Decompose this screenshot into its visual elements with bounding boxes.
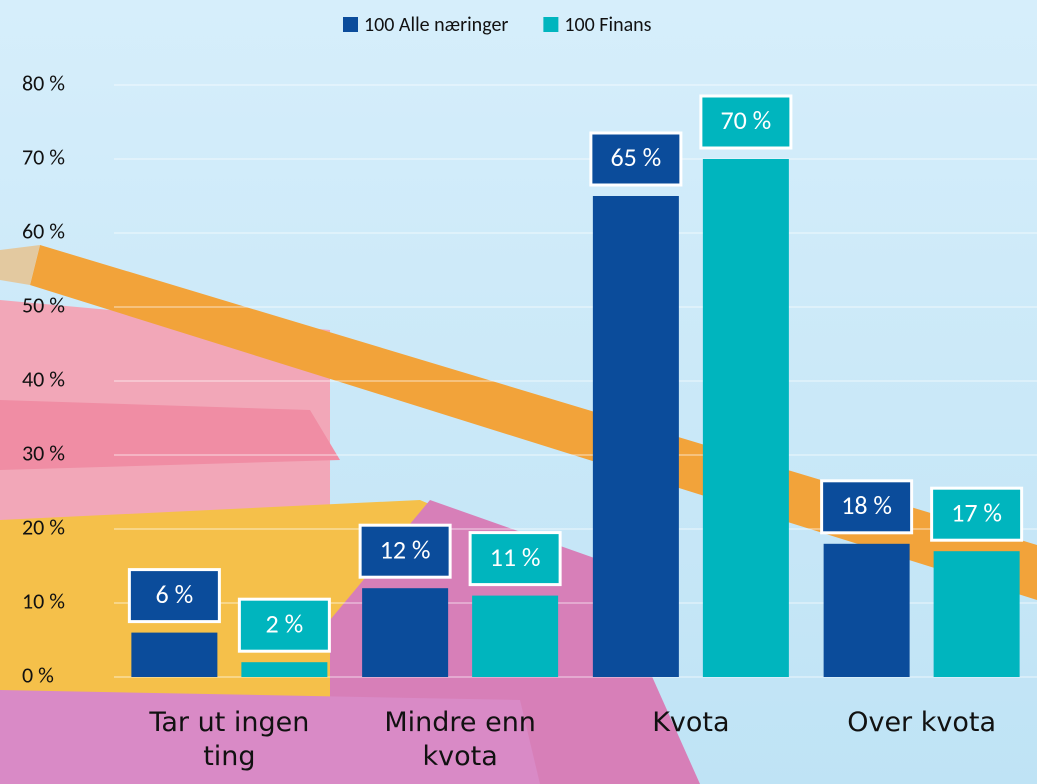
value-label-box <box>468 531 562 587</box>
value-label-box <box>358 523 452 579</box>
y-tick-label: 80 % <box>22 69 65 96</box>
y-tick-label: 60 % <box>22 217 65 244</box>
bar <box>702 159 789 677</box>
y-tick-label: 40 % <box>22 365 65 392</box>
bar <box>823 543 910 677</box>
bar <box>241 662 328 677</box>
value-label: 70 % <box>720 104 771 136</box>
value-label: 2 % <box>266 607 304 639</box>
legend-swatch <box>343 17 358 32</box>
y-tick-label: 30 % <box>22 439 65 466</box>
x-tick-label: Tar ut ingen ting <box>149 707 310 772</box>
y-tick-label: 50 % <box>22 291 65 318</box>
value-label-box <box>589 131 683 187</box>
bar <box>362 588 449 677</box>
y-tick-label: 10 % <box>22 587 65 614</box>
bar <box>472 595 559 677</box>
bar <box>933 551 1020 677</box>
x-tick-label: Over kvota <box>847 707 997 738</box>
x-tick-label: Mindre enn kvota <box>384 707 536 772</box>
y-tick-label: 0 % <box>22 661 54 688</box>
legend-label: 100 Finans <box>564 13 651 37</box>
bar <box>131 632 218 677</box>
bar <box>592 196 679 677</box>
value-label-box <box>237 597 331 653</box>
legend-label: 100 Alle næringer <box>364 13 508 37</box>
value-label: 18 % <box>841 489 892 521</box>
value-label: 65 % <box>610 141 661 173</box>
value-label: 12 % <box>380 533 431 565</box>
y-tick-label: 20 % <box>22 513 65 540</box>
value-label-box <box>820 479 914 535</box>
value-label: 11 % <box>490 541 541 573</box>
legend-swatch <box>543 17 559 32</box>
value-label: 6 % <box>156 578 194 610</box>
value-label-box <box>127 568 221 624</box>
y-tick-label: 70 % <box>22 143 65 170</box>
x-tick-label: Kvota <box>652 707 730 738</box>
value-label: 17 % <box>951 496 1002 528</box>
value-label-box <box>930 486 1024 542</box>
value-label-box <box>699 94 793 150</box>
